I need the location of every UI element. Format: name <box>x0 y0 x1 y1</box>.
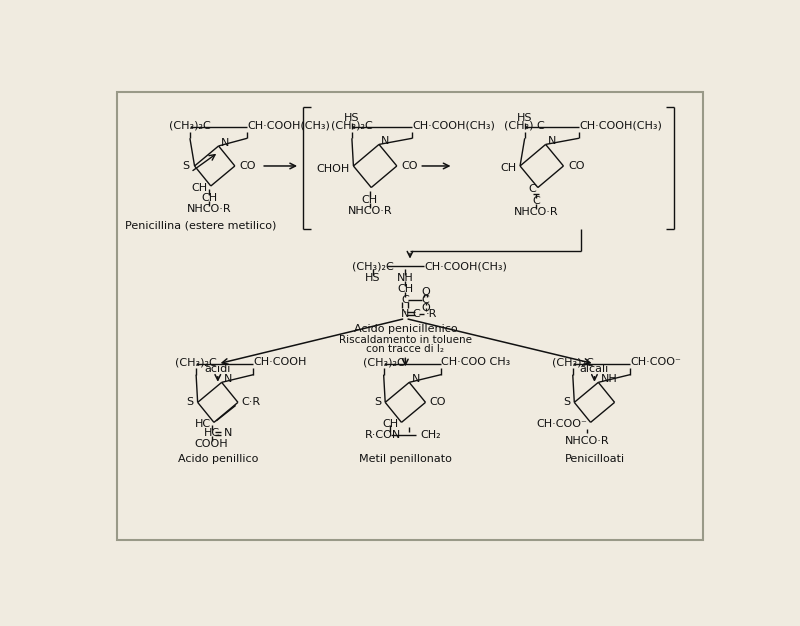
Text: Acido penillico: Acido penillico <box>178 454 258 464</box>
Text: CH·COO CH₃: CH·COO CH₃ <box>441 357 510 367</box>
Text: (CH₃)₂C: (CH₃)₂C <box>169 121 210 131</box>
Text: C: C <box>529 184 536 194</box>
Text: Penicilloati: Penicilloati <box>564 454 625 464</box>
Text: acidi: acidi <box>205 364 231 374</box>
Text: CH₂: CH₂ <box>421 429 442 439</box>
Text: NH: NH <box>397 274 414 284</box>
Text: CH: CH <box>192 183 208 193</box>
Text: CO: CO <box>568 161 585 171</box>
Text: CH·COOH: CH·COOH <box>254 357 307 367</box>
Text: HC: HC <box>203 428 220 438</box>
Text: S: S <box>182 161 189 171</box>
Text: (CH₃)₂C: (CH₃)₂C <box>362 357 405 367</box>
Text: CO: CO <box>402 161 418 171</box>
Text: C: C <box>412 309 420 319</box>
Text: C: C <box>422 295 430 305</box>
Text: C: C <box>533 197 540 207</box>
Text: N: N <box>411 374 420 384</box>
Text: O: O <box>421 302 430 312</box>
Text: ·R: ·R <box>426 309 437 319</box>
Text: CH: CH <box>362 195 378 205</box>
Text: NHCO·R: NHCO·R <box>347 205 392 215</box>
Text: alcali: alcali <box>580 364 609 374</box>
Text: (CH₃)₂C: (CH₃)₂C <box>331 121 373 131</box>
Text: CH·COOH(CH₃): CH·COOH(CH₃) <box>247 121 330 131</box>
Text: N: N <box>221 138 230 148</box>
Text: N: N <box>382 136 390 146</box>
Text: HS: HS <box>517 113 533 123</box>
Text: HS: HS <box>344 113 360 123</box>
Text: N: N <box>401 309 410 319</box>
Text: (CH₃)₂C: (CH₃)₂C <box>175 357 217 367</box>
Text: HS: HS <box>365 274 381 284</box>
Text: S: S <box>563 398 570 408</box>
Text: (CH₃)₂C: (CH₃)₂C <box>352 261 394 271</box>
Text: N: N <box>224 374 232 384</box>
Text: CO: CO <box>430 398 446 408</box>
Text: Metil penillonato: Metil penillonato <box>359 454 452 464</box>
Text: con tracce di I₂: con tracce di I₂ <box>366 344 444 354</box>
Text: CO: CO <box>239 161 256 171</box>
Text: Penicillina (estere metilico): Penicillina (estere metilico) <box>125 220 277 230</box>
Text: N: N <box>224 428 232 438</box>
Text: CH: CH <box>500 163 516 173</box>
Text: CH: CH <box>382 419 398 429</box>
Text: CH·COO⁻: CH·COO⁻ <box>537 419 587 429</box>
Text: S: S <box>186 398 194 408</box>
Text: (CH₃) C: (CH₃) C <box>504 121 545 131</box>
Text: (CH₃)₂C: (CH₃)₂C <box>552 357 594 367</box>
Text: CH·COOH(CH₃): CH·COOH(CH₃) <box>424 261 507 271</box>
Text: NH: NH <box>601 374 618 384</box>
Text: CHOH: CHOH <box>316 164 350 174</box>
Text: COOH: COOH <box>194 439 229 449</box>
Text: NHCO·R: NHCO·R <box>187 204 231 214</box>
Text: NHCO·R: NHCO·R <box>565 436 610 446</box>
Text: O: O <box>421 287 430 297</box>
Text: S: S <box>374 398 382 408</box>
Text: NHCO·R: NHCO·R <box>514 207 558 217</box>
Text: CH·COO⁻: CH·COO⁻ <box>630 357 681 367</box>
Text: Acido penicillenico: Acido penicillenico <box>354 324 457 334</box>
Text: CH: CH <box>202 193 218 203</box>
Text: R·CON: R·CON <box>366 429 402 439</box>
Text: CH: CH <box>398 284 414 294</box>
Text: Riscaldamento in toluene: Riscaldamento in toluene <box>339 335 472 345</box>
Text: N: N <box>548 136 556 146</box>
Text: HC: HC <box>194 419 211 429</box>
Text: CH·COOH(CH₃): CH·COOH(CH₃) <box>579 121 662 131</box>
Text: C: C <box>402 295 410 305</box>
Text: CH·COOH(CH₃): CH·COOH(CH₃) <box>412 121 495 131</box>
Text: C·R: C·R <box>241 398 260 408</box>
